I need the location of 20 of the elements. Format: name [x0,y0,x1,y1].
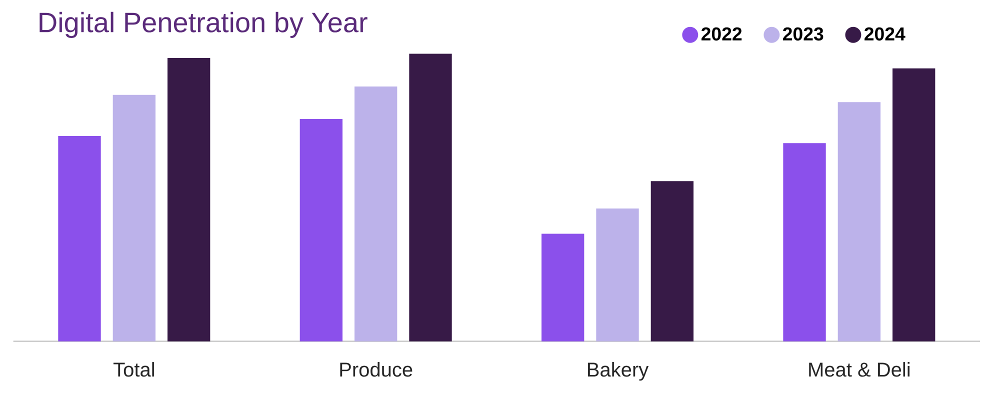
x-tick-label: Total [113,362,154,377]
bar [112,94,156,342]
x-tick-label: Bakery [588,362,649,381]
bar [783,143,826,342]
x-tick-label: Produce [340,362,412,377]
bar [838,102,881,342]
x-tick-label: Meat & Deli [809,362,910,377]
bar [596,208,639,342]
bar [650,181,694,342]
bar [168,58,210,342]
chart-title: Digital Penetration by Year [40,12,368,38]
bar [354,86,398,342]
bar [409,54,452,342]
bar [542,234,584,342]
bar [58,136,101,342]
legend-label: 2022 [701,27,742,41]
bar [892,68,936,342]
bar [300,119,343,342]
legend-label: 2023 [783,27,824,41]
legend-label: 2024 [864,27,906,41]
